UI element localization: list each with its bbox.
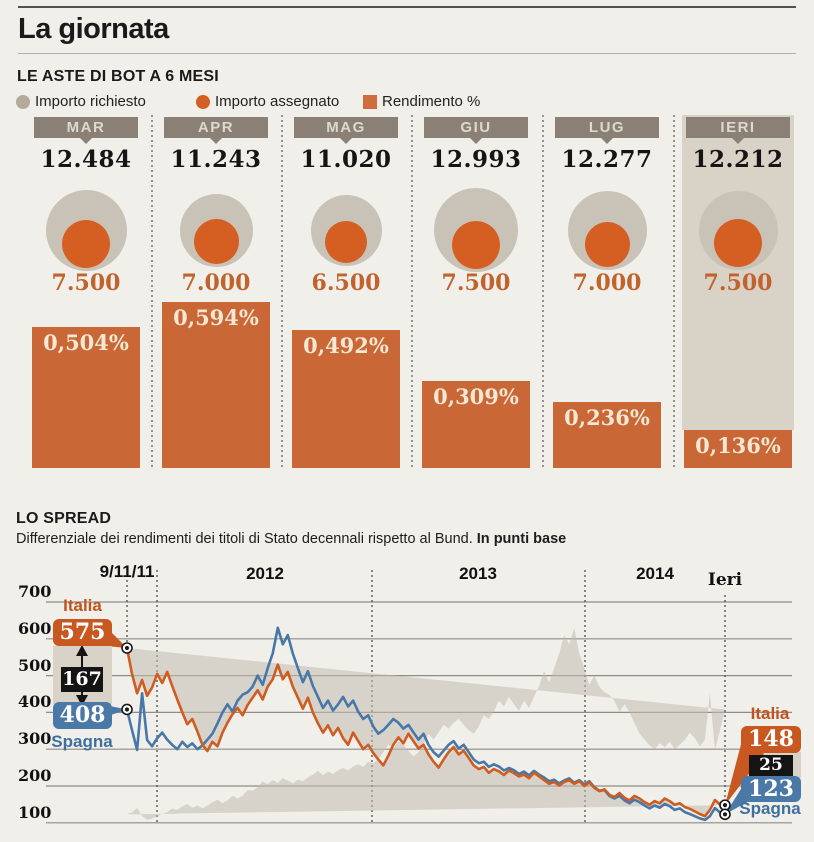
page-title: La giornata [18,13,169,45]
rendimento-square-icon [363,94,377,109]
richiesto-value: 12.212 [692,146,784,173]
richiesto-value: 12.993 [430,146,522,173]
legend-item-rendimento: Rendimento % [363,93,480,110]
y-axis-tick-200: 200 [18,766,52,785]
column-separator [542,115,544,470]
rendimento-bar: 0,492% [292,330,400,468]
assegnato-bubble [714,218,762,267]
spread-subtitle: Differenziale dei rendimenti dei titoli … [16,531,566,547]
legend-label: Importo richiesto [35,93,146,110]
column-separator [411,115,413,470]
x-axis-label-2013: 2013 [459,564,497,583]
ieri-highlight [682,115,794,430]
legend-item-assegnato: Importo assegnato [196,93,339,110]
start-diff-value-box: 167 [61,667,103,692]
assegnato-value: 7.500 [51,270,121,296]
legend-label: Importo assegnato [215,93,340,110]
x-axis-label-9-11-11: 9/11/11 [99,562,155,581]
assegnato-value: 7.000 [572,270,642,296]
end-spagna-label: Spagna [739,799,801,818]
assegnato-bubble [452,221,500,269]
column-separator [281,115,283,470]
month-tab: LUG [555,117,659,144]
legend-label: Rendimento % [382,93,481,110]
assegnato-bubble [193,218,239,264]
y-axis-tick-100: 100 [18,802,52,822]
x-axis-label-2014: 2014 [636,564,674,583]
assegnato-bubble [62,219,110,268]
assegnato-circle-icon [196,94,210,109]
legend-item-richiesto: Importo richiesto [16,93,146,110]
column-separator [151,115,153,470]
rendimento-bar: 0,236% [553,402,661,468]
y-axis-tick-300: 300 [18,729,52,749]
auction-column-apr: APR 11.243 7.000 0,594% [162,115,270,468]
month-tab: APR [164,117,268,144]
spread-subtitle-unit: In punti base [476,531,567,547]
assegnato-value: 7.000 [181,270,251,296]
rendimento-bar: 0,136% [684,430,792,468]
spread-section-title: LO SPREAD [16,510,112,527]
month-tab: GIU [424,117,528,144]
month-tab: MAG [294,117,398,144]
assegnato-value: 6.500 [311,270,381,296]
bubbles [553,185,661,281]
auction-legend: Importo richiesto Importo assegnato Rend… [16,93,576,111]
richiesto-value: 12.277 [561,146,653,173]
start-spagna-value-box: 408 [53,702,112,729]
y-axis-tick-400: 400 [18,692,52,712]
auction-column-giu: GIU 12.993 7.500 0,309% [422,115,530,468]
top-rule [18,6,796,8]
auction-column-mag: MAG 11.020 6.500 0,492% [292,115,400,468]
rendimento-bar: 0,309% [422,381,530,468]
spread-subtitle-text: Differenziale dei rendimenti dei titoli … [16,531,477,547]
assegnato-value: 7.500 [441,270,511,296]
end-diff-value-box: 25 [749,755,793,776]
start-spagna-label: Spagna [51,732,113,751]
x-axis-label-ieri: Ieri [707,570,743,590]
auction-column-lug: LUG 12.277 7.000 0,236% [553,115,661,468]
end-spagna-value-box: 123 [741,776,801,802]
x-axis-label-2012: 2012 [246,564,284,583]
y-axis-tick-700: 700 [18,582,52,601]
assegnato-bubble [325,220,367,263]
richiesto-value: 12.484 [40,146,132,173]
auction-column-mar: MAR 12.484 7.500 0,504% [32,115,140,468]
richiesto-circle-icon [16,94,30,109]
month-tab: MAR [34,117,138,144]
month-tab: IERI [686,117,790,144]
rendimento-bar: 0,594% [162,302,270,468]
auction-section-title: LE ASTE DI BOT A 6 MESI [17,68,219,85]
bubbles [684,185,792,281]
richiesto-value: 11.020 [300,146,392,173]
start-italia-label: Italia [63,596,102,615]
assegnato-bubble [584,221,630,267]
title-underline [18,53,796,54]
end-italia-label: Italia [750,704,790,723]
auction-column-ieri: IERI 12.212 7.500 0,136% [682,115,794,468]
rendimento-bar: 0,504% [32,327,140,468]
start-italia-value-box: 575 [53,619,112,646]
bubbles [162,185,270,281]
richiesto-value: 11.243 [170,146,262,173]
column-separator [673,115,675,470]
end-italia-value-box: 148 [741,726,801,753]
y-axis-tick-500: 500 [18,655,52,675]
assegnato-value: 7.500 [703,270,773,296]
bubbles [292,185,400,281]
bubbles [422,185,530,281]
y-axis-tick-600: 600 [18,618,52,638]
bubbles [32,185,140,281]
